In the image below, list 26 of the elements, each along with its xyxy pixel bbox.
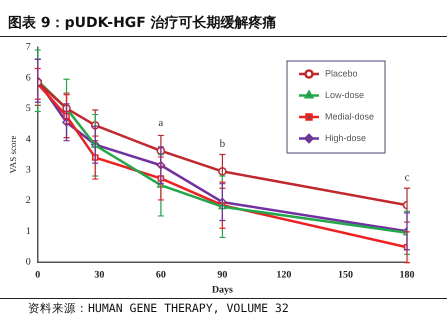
y-tick-label: 7	[26, 42, 31, 53]
legend-label: Medial-dose	[325, 111, 374, 122]
x-tick-label: 120	[276, 270, 292, 281]
annotation: b	[220, 138, 226, 150]
legend-label: Low-dose	[325, 90, 364, 100]
y-tick-label: 4	[26, 134, 31, 145]
x-axis-title: Days	[212, 284, 234, 296]
text: 资料来源：HUMAN GENE THERAPY, VOLUME 32	[28, 301, 289, 316]
x-tick-label: 30	[94, 270, 104, 281]
x-tick-label: 150	[338, 270, 353, 281]
legend-label: Placebo	[325, 68, 358, 78]
y-tick-label: 1	[26, 226, 31, 237]
y-tick-label: 5	[26, 103, 31, 114]
chart-title: 图表 9：pUDK-HGF 治疗可长期缓解疼痛	[8, 14, 277, 32]
legend-label: High-dose	[325, 132, 366, 143]
y-tick-label: 0	[26, 256, 31, 268]
y-tick-label: 3	[26, 164, 31, 176]
x-tick-label: 60	[156, 270, 166, 281]
x-tick-label: 0	[35, 270, 40, 281]
y-tick-label: 2	[26, 195, 31, 206]
annotation: a	[158, 117, 164, 130]
annotation: c	[404, 172, 410, 184]
y-tick-label: 6	[26, 72, 31, 84]
y-axis-title: VAS score	[8, 135, 18, 174]
x-tick-label: 180	[400, 270, 414, 281]
x-tick-label: 90	[217, 270, 228, 281]
